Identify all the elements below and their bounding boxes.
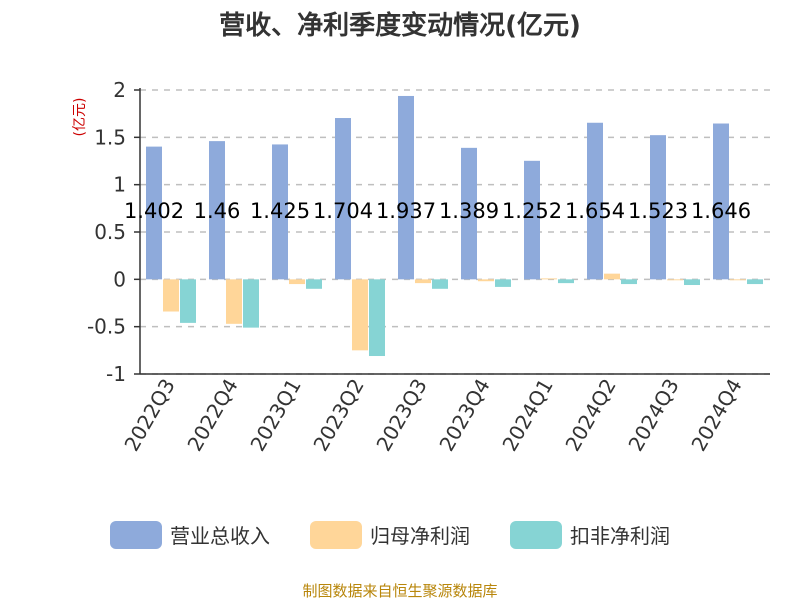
bar-net-profit	[352, 279, 368, 351]
y-tick-label: -0.5	[87, 315, 126, 339]
bar-deducted-net-profit	[684, 279, 700, 286]
x-tick-label: 2023Q4	[434, 375, 494, 456]
x-tick-label: 2024Q2	[560, 375, 620, 456]
legend-label: 扣非净利润	[570, 524, 670, 548]
bar-deducted-net-profit	[558, 279, 574, 284]
bar-net-profit	[478, 279, 494, 282]
bar-revenue	[146, 146, 162, 280]
bar-deducted-net-profit	[369, 279, 385, 357]
legend-item[interactable]: 归母净利润	[310, 521, 470, 549]
grid-lines	[140, 89, 770, 375]
y-tick-label: -1	[106, 362, 126, 386]
legend[interactable]: 营业总收入 归母净利润 扣非净利润	[110, 521, 670, 549]
bar-net-profit	[730, 279, 746, 281]
legend-label: 归母净利润	[370, 524, 470, 548]
bar-revenue	[335, 118, 351, 280]
revenue-data-label: 1.425	[250, 199, 310, 223]
y-tick-label: 2	[113, 78, 126, 102]
x-tick-label: 2023Q1	[245, 375, 305, 456]
data-source-label: 制图数据来自恒生聚源数据库	[302, 582, 497, 600]
legend-item[interactable]: 营业总收入	[110, 521, 270, 549]
bar-revenue	[713, 123, 729, 280]
chart-title: 营收、净利季度变动情况(亿元)	[219, 10, 581, 41]
bar-net-profit	[226, 279, 242, 324]
bar-revenue	[524, 160, 540, 280]
revenue-data-label: 1.402	[124, 199, 184, 223]
revenue-data-label: 1.646	[691, 199, 751, 223]
bar-revenue	[398, 95, 414, 280]
revenue-data-label: 1.937	[376, 199, 436, 223]
bar-net-profit	[604, 273, 620, 280]
x-tick-label: 2022Q3	[119, 375, 179, 456]
bar-deducted-net-profit	[180, 279, 196, 323]
bar-deducted-net-profit	[243, 279, 259, 328]
bar-revenue	[461, 147, 477, 280]
legend-swatch	[310, 521, 362, 549]
legend-swatch	[110, 521, 162, 549]
revenue-data-label: 1.252	[502, 199, 562, 223]
x-tick-label: 2024Q4	[686, 375, 746, 456]
revenue-data-label: 1.46	[194, 199, 241, 223]
revenue-data-label: 1.654	[565, 199, 625, 223]
revenue-data-label: 1.704	[313, 199, 373, 223]
bar-deducted-net-profit	[621, 279, 637, 285]
bar-revenue	[272, 144, 288, 280]
bar-net-profit	[541, 278, 557, 280]
legend-label: 营业总收入	[170, 524, 270, 548]
revenue-data-label: 1.389	[439, 199, 499, 223]
x-tick-label: 2023Q2	[308, 375, 368, 456]
bar-revenue	[587, 122, 603, 280]
bar-deducted-net-profit	[306, 279, 322, 289]
bar-net-profit	[289, 279, 305, 285]
y-axis-ticks: -1 -0.5 0 0.5 1 1.5 2	[87, 78, 126, 386]
bar-revenue	[650, 135, 666, 280]
y-tick-label: 1	[113, 173, 126, 197]
data-labels: 1.402 1.46 1.425 1.704 1.937 1.389 1.252 1.654 1…	[124, 199, 751, 223]
x-tick-label: 2024Q3	[623, 375, 683, 456]
axes	[134, 88, 770, 375]
bar-net-profit	[415, 279, 431, 284]
x-axis-ticks: 2022Q3 2022Q4 2023Q1 2023Q2 2023Q3 2023Q4 2024…	[119, 375, 746, 456]
y-tick-label: 0	[113, 267, 126, 291]
y-axis-unit-label: (亿元)	[72, 98, 88, 137]
x-tick-label: 2024Q1	[497, 375, 557, 456]
bar-deducted-net-profit	[432, 279, 448, 289]
bar-deducted-net-profit	[747, 279, 763, 285]
y-tick-label: 0.5	[94, 220, 126, 244]
x-tick-label: 2023Q3	[371, 375, 431, 456]
x-tick-label: 2022Q4	[182, 375, 242, 456]
bars	[146, 95, 763, 357]
bar-deducted-net-profit	[495, 279, 511, 287]
legend-item[interactable]: 扣非净利润	[510, 521, 670, 549]
bar-revenue	[209, 141, 225, 280]
legend-swatch	[510, 521, 562, 549]
bar-net-profit	[667, 279, 683, 281]
y-tick-label: 1.5	[94, 125, 126, 149]
revenue-data-label: 1.523	[628, 199, 688, 223]
bar-net-profit	[163, 279, 179, 312]
